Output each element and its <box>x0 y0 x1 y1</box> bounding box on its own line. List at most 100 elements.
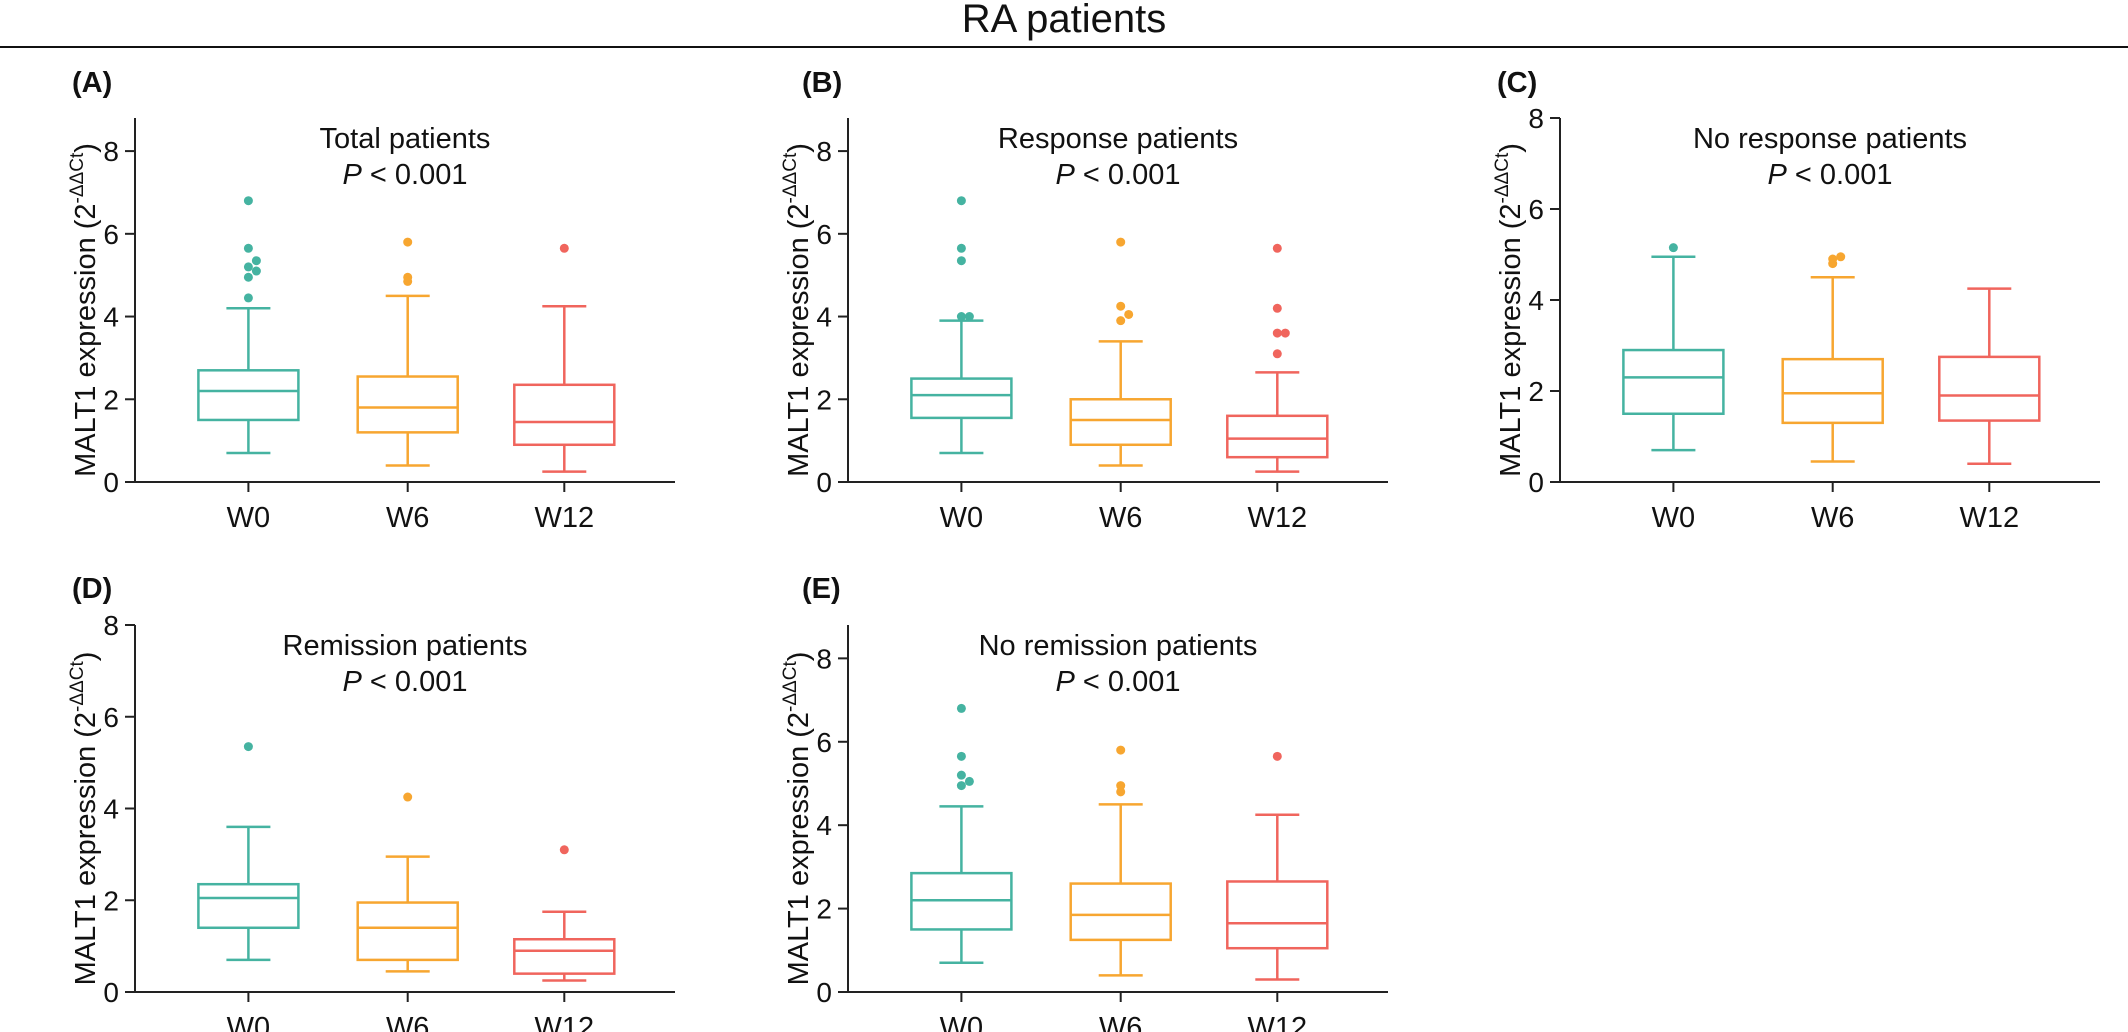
x-tick-label: W0 <box>940 1012 984 1032</box>
outlier-point <box>1116 316 1126 326</box>
outlier-point <box>1836 252 1846 262</box>
panel-label: (D) <box>72 573 112 605</box>
box-iqr <box>1938 355 2041 422</box>
panel-subtitle: No remission patients <box>979 630 1258 662</box>
panel-label: (B) <box>802 67 842 99</box>
y-axis-title: MALT1 expression (2-ΔΔCt) <box>780 143 815 477</box>
outlier-point <box>956 703 966 713</box>
y-axis-title: MALT1 expression (2-ΔΔCt) <box>1492 143 1527 477</box>
box-iqr <box>197 882 300 930</box>
p-value-text: < 0.001 <box>362 159 468 191</box>
outlier-point <box>1116 787 1126 797</box>
p-value-label: P < 0.001 <box>343 666 468 698</box>
outlier-point <box>1828 254 1838 264</box>
outlier-point <box>956 243 966 253</box>
box-iqr <box>197 369 300 422</box>
outlier-point <box>1272 243 1282 253</box>
box-iqr <box>513 383 616 447</box>
outlier-point <box>1668 243 1678 253</box>
x-tick-label: W12 <box>534 502 594 534</box>
y-tick-label: 8 <box>103 136 119 167</box>
outlier-point <box>956 196 966 206</box>
outlier-point <box>243 742 253 752</box>
y-title-superscript: -ΔΔCt <box>67 661 88 712</box>
p-value-label: P < 0.001 <box>1768 159 1893 191</box>
y-tick-label: 0 <box>816 977 832 1008</box>
p-symbol: P <box>343 159 363 191</box>
outlier-point <box>251 266 261 276</box>
box-iqr <box>910 377 1013 420</box>
box-iqr <box>1781 357 1884 425</box>
y-tick-label: 4 <box>103 302 119 333</box>
y-tick-label: 8 <box>816 136 832 167</box>
x-tick-label: W6 <box>386 1012 430 1032</box>
panel-subtitle: Remission patients <box>283 630 528 662</box>
box-iqr <box>1069 398 1172 447</box>
y-title-main: MALT1 expression (2 <box>70 712 102 985</box>
panel-subtitle: No response patients <box>1693 123 1967 155</box>
x-tick-label: W12 <box>1247 502 1307 534</box>
outlier-point <box>964 776 974 786</box>
y-title-close: ) <box>783 652 815 662</box>
outlier-point <box>956 781 966 791</box>
y-title-close: ) <box>783 143 815 153</box>
box-iqr <box>1069 882 1172 942</box>
y-tick-label: 2 <box>1528 376 1544 407</box>
p-value-label: P < 0.001 <box>1056 666 1181 698</box>
outlier-point <box>1116 237 1126 247</box>
outlier-point <box>1272 328 1282 338</box>
outlier-point <box>1116 745 1126 755</box>
p-value-text: < 0.001 <box>1075 666 1181 698</box>
p-symbol: P <box>1768 159 1788 191</box>
outlier-point <box>956 751 966 761</box>
outlier-point <box>1116 781 1126 791</box>
x-tick-label: W12 <box>1959 502 2019 534</box>
y-tick-label: 0 <box>816 467 832 498</box>
y-tick-label: 2 <box>103 885 119 916</box>
y-tick-label: 4 <box>816 302 832 333</box>
y-tick-label: 6 <box>103 702 119 733</box>
y-axis-title: MALT1 expression (2-ΔΔCt) <box>67 143 102 477</box>
outlier-point <box>251 256 261 266</box>
y-tick-label: 2 <box>103 384 119 415</box>
p-symbol: P <box>1056 666 1076 698</box>
x-tick-label: W6 <box>386 502 430 534</box>
outlier-point <box>1272 751 1282 761</box>
y-title-superscript: -ΔΔCt <box>780 152 801 203</box>
y-title-close: ) <box>70 143 102 153</box>
y-tick-label: 4 <box>1528 285 1544 316</box>
y-tick-label: 0 <box>1528 467 1544 498</box>
y-tick-label: 8 <box>816 643 832 674</box>
outlier-point <box>1272 303 1282 313</box>
panel-label: (C) <box>1497 67 1537 99</box>
y-tick-label: 4 <box>816 810 832 841</box>
x-tick-label: W6 <box>1099 502 1143 534</box>
y-tick-label: 8 <box>1528 103 1544 134</box>
panel-label: (E) <box>802 573 841 605</box>
box-iqr <box>356 901 459 962</box>
outlier-point <box>403 237 413 247</box>
y-title-superscript: -ΔΔCt <box>67 152 88 203</box>
x-tick-label: W0 <box>227 502 271 534</box>
outlier-point <box>956 770 966 780</box>
y-title-main: MALT1 expression (2 <box>783 203 815 476</box>
box-iqr <box>513 937 616 975</box>
y-title-superscript: -ΔΔCt <box>780 661 801 712</box>
outlier-point <box>559 243 569 253</box>
p-value-text: < 0.001 <box>1075 159 1181 191</box>
y-tick-label: 8 <box>103 610 119 641</box>
p-value-label: P < 0.001 <box>343 159 468 191</box>
outlier-point <box>243 293 253 303</box>
y-title-superscript: -ΔΔCt <box>1492 152 1513 203</box>
outlier-point <box>1272 349 1282 359</box>
p-symbol: P <box>343 666 363 698</box>
y-title-main: MALT1 expression (2 <box>783 712 815 985</box>
y-tick-label: 6 <box>103 219 119 250</box>
outlier-point <box>1124 309 1134 319</box>
y-tick-label: 2 <box>816 894 832 925</box>
y-tick-label: 0 <box>103 977 119 1008</box>
outlier-point <box>956 312 966 322</box>
